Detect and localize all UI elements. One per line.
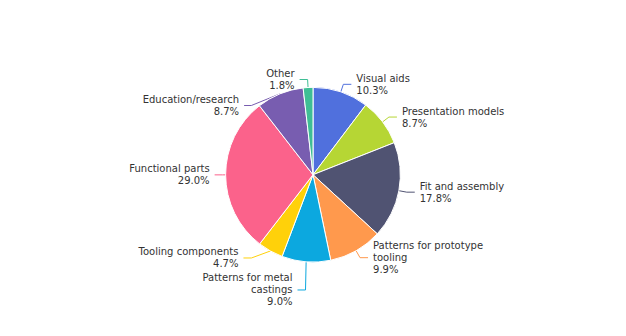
svg-text:17.8%: 17.8% — [420, 193, 452, 204]
svg-text:4.7%: 4.7% — [213, 258, 238, 269]
svg-text:Fit and assembly: Fit and assembly — [420, 181, 504, 192]
svg-text:Functional parts: Functional parts — [129, 163, 209, 174]
svg-text:Tooling components: Tooling components — [138, 246, 239, 257]
svg-text:Patterns for prototype: Patterns for prototype — [373, 240, 483, 251]
svg-text:9.9%: 9.9% — [373, 264, 398, 275]
svg-text:9.0%: 9.0% — [267, 296, 292, 307]
svg-text:Patterns for metal: Patterns for metal — [202, 272, 292, 283]
svg-text:Education/research: Education/research — [143, 94, 239, 105]
svg-text:Visual aids: Visual aids — [356, 73, 410, 84]
svg-text:10.3%: 10.3% — [356, 85, 388, 96]
svg-text:8.7%: 8.7% — [214, 106, 239, 117]
svg-text:8.7%: 8.7% — [402, 118, 427, 129]
svg-text:tooling: tooling — [373, 252, 407, 263]
svg-text:1.8%: 1.8% — [269, 80, 294, 91]
svg-text:29.0%: 29.0% — [178, 175, 210, 186]
svg-text:castings: castings — [251, 284, 292, 295]
svg-text:Presentation models: Presentation models — [402, 106, 504, 117]
svg-text:Other: Other — [266, 68, 295, 79]
